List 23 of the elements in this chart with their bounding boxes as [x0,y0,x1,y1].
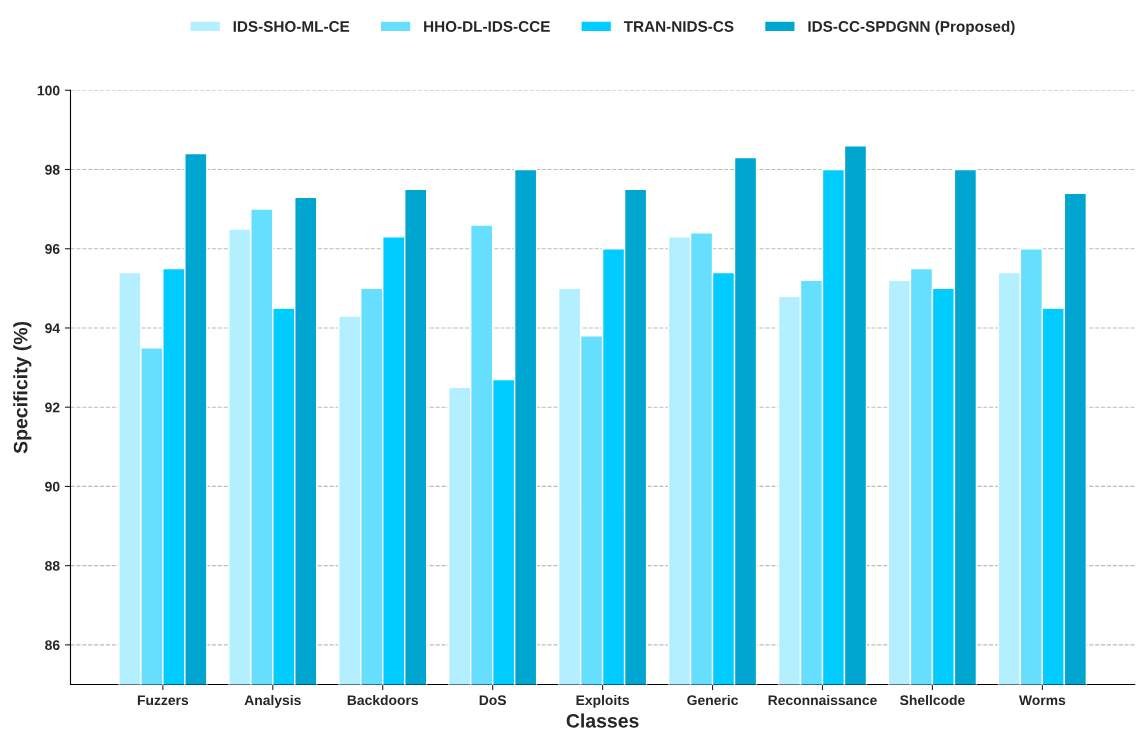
y-axis-title: Specificity (%) [13,321,32,454]
y-tick-label: 100 [37,85,60,96]
x-tick-label: Shellcode [900,694,965,706]
x-tick-label: Reconnaissance [768,694,877,706]
legend-label: HHO-DL-IDS-CCE [424,21,550,32]
legend-label: TRAN-NIDS-CS [623,21,734,32]
y-tick-label: 86 [45,640,60,651]
x-tick-label: Worms [1018,695,1066,706]
y-tick-label: 94 [45,323,60,334]
x-tick-label: Fuzzers [137,695,189,706]
x-tick-label: Analysis [244,694,301,708]
y-tick-label: 96 [45,244,60,254]
y-tick-label: 92 [45,402,60,413]
x-axis-title: Classes [566,713,639,728]
y-tick-label: 90 [45,481,60,492]
y-tick-label: 98 [45,164,60,175]
x-tick-label: Exploits [576,694,630,708]
x-tick-label: Generic [687,694,739,706]
legend-label: IDS-CC-SPDGNN (Proposed) [808,20,1015,35]
y-tick-label: 88 [45,560,60,571]
x-tick-label: Backdoors [347,694,419,706]
legend-label: IDS-SHO-ML-CE [233,21,350,32]
x-tick-label: DoS [479,695,507,706]
